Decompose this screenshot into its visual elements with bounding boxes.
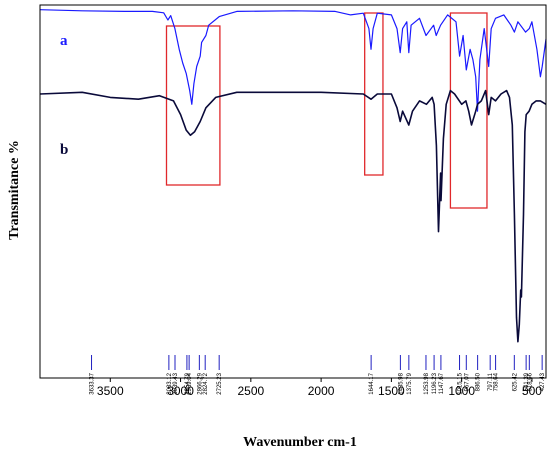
peak-marker-label: 2866.29	[197, 372, 203, 394]
highlight-layer	[165, 12, 488, 209]
highlight-box	[165, 25, 221, 186]
peak-marker-label: 2939.04	[187, 372, 193, 394]
peak-marker-label: 797.11	[488, 372, 494, 391]
peak-marker-label: 541.39	[524, 372, 530, 391]
peak-marker-label: 758.64	[494, 372, 500, 391]
peak-marker-label: 1375.79	[407, 372, 413, 394]
x-tick-label: 3500	[97, 384, 124, 398]
spectrum-line-b	[39, 89, 547, 343]
peak-marker-label: 1644.17	[369, 372, 375, 394]
peak-marker-label: 2954.79	[185, 372, 191, 394]
x-tick-label: 1500	[378, 384, 405, 398]
series-label-a: a	[60, 33, 68, 49]
x-tick-label: 500	[522, 384, 542, 398]
peak-marker-label: 3083.12	[167, 372, 173, 394]
peak-marker-label: 2824.72	[203, 372, 209, 394]
x-axis-title: Wavenumber cm-1	[243, 435, 357, 450]
peak-marker-label: 3039.43	[173, 372, 179, 394]
peak-marker-label: 967.07	[464, 372, 470, 391]
peak-marker-label: 1015.15	[458, 372, 464, 394]
series-label-b: b	[60, 142, 68, 158]
peak-marker-label: 518.66	[527, 372, 533, 391]
peak-marker-label: 1147.67	[439, 372, 445, 394]
spectrum-line-a	[39, 9, 547, 112]
plot-frame	[39, 4, 547, 379]
x-tick-label: 1000	[448, 384, 475, 398]
peak-marker-label: 625.42	[512, 372, 518, 391]
highlight-box	[449, 12, 488, 209]
peak-marker-label: 1253.98	[424, 372, 430, 394]
series-layer	[39, 9, 547, 343]
x-tick-label: 2500	[237, 384, 264, 398]
y-axis-title: Transmitance %	[7, 140, 22, 240]
peak-marker-label: 1196.23	[432, 372, 438, 394]
peak-marker-label: 3633.37	[90, 372, 96, 394]
x-tick-label: 3000	[167, 384, 194, 398]
peak-marker-label: 427.43	[540, 372, 546, 391]
x-axis-ticks: 3500 3000 2500 2000 1500 1000 500	[97, 378, 542, 398]
peak-marker-label: 2725.23	[217, 372, 223, 394]
peak-marker-label: 1435.98	[398, 372, 404, 394]
x-tick-label: 2000	[308, 384, 335, 398]
peak-marker-label: 886.50	[476, 372, 482, 391]
